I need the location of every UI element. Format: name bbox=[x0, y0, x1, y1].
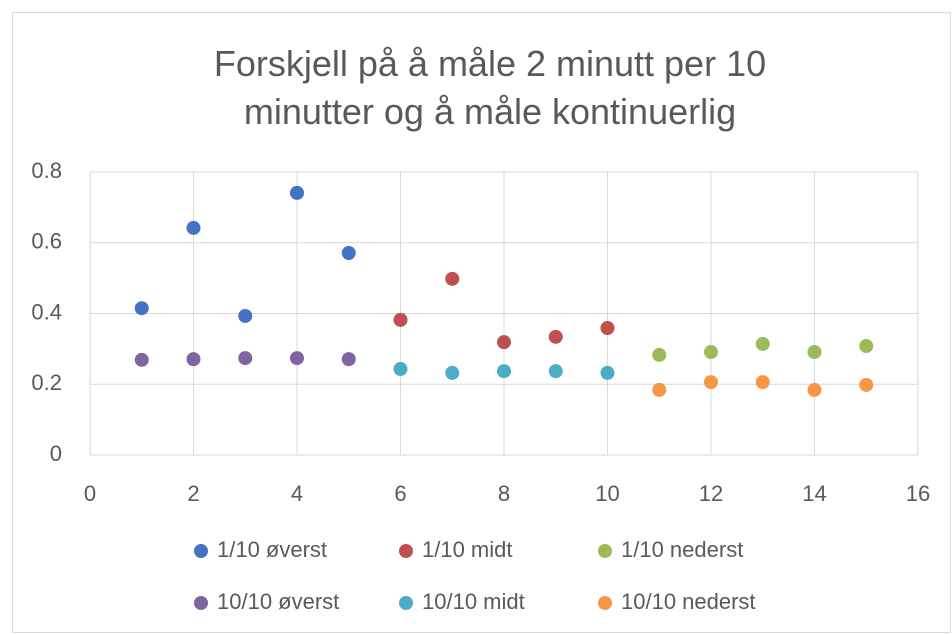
point bbox=[341, 246, 356, 261]
legend-marker bbox=[598, 544, 612, 558]
legend-marker bbox=[399, 596, 413, 610]
legend-marker bbox=[598, 596, 612, 610]
point bbox=[859, 339, 874, 354]
legend-label: 1/10 øverst bbox=[217, 537, 327, 562]
legend-label: 1/10 nederst bbox=[621, 537, 743, 562]
point bbox=[652, 347, 667, 362]
point bbox=[600, 321, 615, 336]
point bbox=[445, 365, 460, 380]
point bbox=[393, 312, 408, 327]
legend-label: 10/10 nederst bbox=[621, 589, 756, 614]
point bbox=[600, 365, 615, 380]
y-tick-label: 0.8 bbox=[31, 158, 62, 183]
point bbox=[290, 185, 304, 200]
x-tick-label: 6 bbox=[394, 481, 406, 506]
x-tick-label: 2 bbox=[187, 481, 199, 506]
point bbox=[341, 352, 356, 367]
legend-label: 1/10 midt bbox=[422, 537, 513, 562]
point bbox=[445, 271, 460, 286]
x-tick-label: 14 bbox=[802, 481, 826, 506]
point bbox=[807, 345, 822, 360]
point bbox=[134, 352, 149, 367]
legend-marker bbox=[399, 544, 413, 558]
x-tick-label: 12 bbox=[699, 481, 723, 506]
point bbox=[186, 352, 201, 367]
chart-title: Forskjell på å måle 2 minutt per 10 minu… bbox=[213, 43, 767, 132]
y-tick-label: 0 bbox=[50, 441, 62, 466]
x-tick-label: 8 bbox=[498, 481, 510, 506]
point bbox=[755, 375, 770, 390]
x-tick-label: 10 bbox=[595, 481, 619, 506]
legend-marker bbox=[194, 596, 208, 610]
point bbox=[393, 362, 408, 377]
legend-label: 10/10 midt bbox=[422, 589, 525, 614]
point bbox=[704, 345, 718, 360]
x-tick-label: 0 bbox=[84, 481, 96, 506]
x-tick-label: 16 bbox=[906, 481, 930, 506]
point bbox=[134, 301, 149, 316]
y-tick-label: 0.6 bbox=[31, 229, 62, 254]
point bbox=[859, 377, 874, 392]
y-tick-label: 0.2 bbox=[31, 370, 62, 395]
point bbox=[497, 364, 511, 379]
point bbox=[238, 351, 253, 366]
chart-border bbox=[12, 12, 951, 633]
point bbox=[807, 382, 822, 397]
point bbox=[548, 364, 563, 379]
point bbox=[704, 375, 718, 390]
x-tick-label: 4 bbox=[291, 481, 303, 506]
point bbox=[497, 335, 511, 350]
legend-marker bbox=[194, 544, 208, 558]
point bbox=[548, 329, 563, 344]
point bbox=[755, 336, 770, 351]
legend-label: 10/10 øverst bbox=[217, 589, 339, 614]
y-tick-label: 0.4 bbox=[31, 299, 62, 324]
point bbox=[290, 351, 304, 366]
point bbox=[186, 220, 201, 235]
point bbox=[238, 308, 253, 323]
point bbox=[652, 382, 667, 397]
